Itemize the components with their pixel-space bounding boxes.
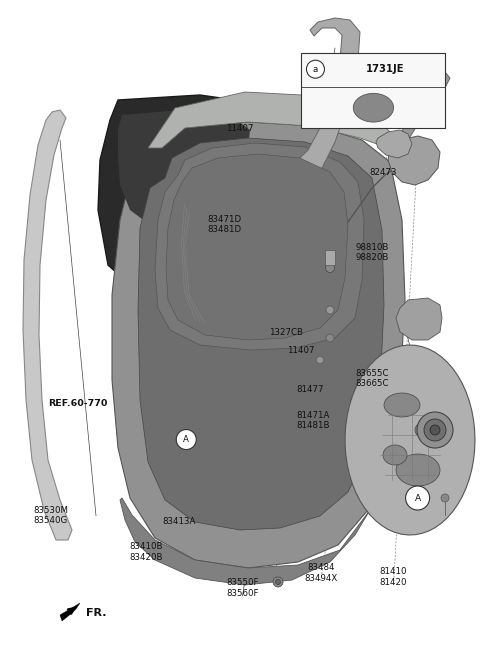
Text: 11407: 11407: [287, 346, 314, 355]
Polygon shape: [325, 250, 335, 265]
Circle shape: [273, 577, 283, 587]
Ellipse shape: [415, 422, 435, 438]
Polygon shape: [148, 92, 390, 148]
Text: 81477: 81477: [297, 385, 324, 394]
Text: 83410B
83420B: 83410B 83420B: [130, 542, 163, 562]
Circle shape: [441, 494, 449, 502]
Polygon shape: [166, 154, 348, 340]
Bar: [301, 53, 445, 128]
Text: 83484
83494X: 83484 83494X: [304, 563, 337, 583]
Polygon shape: [23, 110, 72, 540]
Text: A: A: [415, 493, 420, 503]
Text: 83655C
83665C: 83655C 83665C: [355, 369, 389, 388]
Text: 11407: 11407: [226, 124, 254, 133]
Ellipse shape: [396, 454, 440, 486]
Circle shape: [325, 263, 335, 273]
Text: 1327CB: 1327CB: [269, 328, 303, 337]
Text: 82473: 82473: [370, 168, 397, 177]
Text: 1731JE: 1731JE: [366, 64, 404, 74]
Polygon shape: [400, 72, 450, 140]
Polygon shape: [155, 143, 364, 350]
Polygon shape: [296, 18, 360, 180]
Circle shape: [176, 430, 196, 449]
Polygon shape: [376, 130, 412, 158]
Circle shape: [326, 306, 334, 314]
Text: a: a: [313, 64, 318, 74]
Polygon shape: [345, 345, 475, 535]
Text: 83550F
83560F: 83550F 83560F: [226, 578, 259, 598]
Circle shape: [424, 419, 446, 441]
Circle shape: [306, 60, 324, 78]
Polygon shape: [112, 122, 405, 568]
Circle shape: [316, 357, 324, 363]
Polygon shape: [138, 138, 384, 530]
Circle shape: [406, 486, 430, 510]
Text: FR.: FR.: [86, 608, 107, 618]
Text: 81410
81420: 81410 81420: [380, 567, 408, 587]
Ellipse shape: [353, 93, 394, 122]
Polygon shape: [388, 136, 440, 185]
Text: 83413A: 83413A: [162, 516, 196, 526]
Text: REF.60-770: REF.60-770: [48, 399, 108, 408]
Ellipse shape: [384, 393, 420, 417]
Polygon shape: [120, 498, 370, 585]
Text: A: A: [183, 435, 189, 444]
Polygon shape: [60, 603, 80, 621]
Text: 98810B
98820B: 98810B 98820B: [355, 242, 389, 262]
Ellipse shape: [383, 445, 407, 465]
Polygon shape: [396, 298, 442, 340]
Text: 83471D
83481D: 83471D 83481D: [207, 215, 242, 235]
Circle shape: [326, 334, 334, 342]
Circle shape: [430, 425, 440, 435]
Polygon shape: [118, 110, 250, 228]
Polygon shape: [98, 95, 295, 290]
Circle shape: [276, 579, 280, 585]
Text: 83530M
83540G: 83530M 83540G: [33, 506, 68, 526]
Circle shape: [417, 412, 453, 448]
Text: 81471A
81481B: 81471A 81481B: [297, 411, 330, 430]
